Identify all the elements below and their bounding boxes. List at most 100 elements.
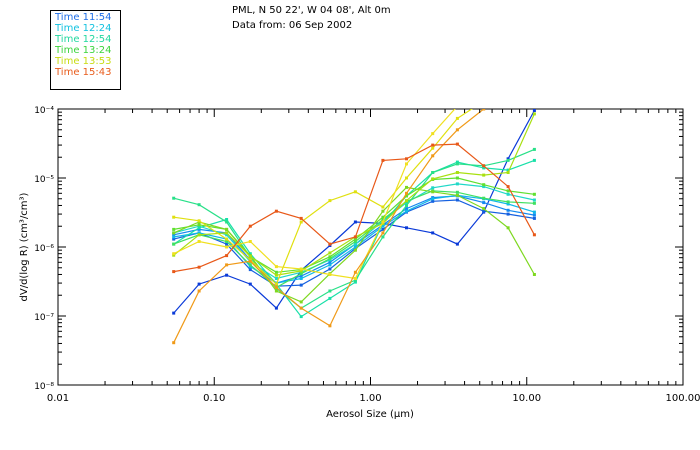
data-point: [405, 194, 408, 198]
data-point: [172, 231, 176, 235]
data-point: [532, 158, 536, 162]
legend-item-3: Time 12:54: [55, 34, 112, 45]
data-point: [328, 296, 332, 300]
data-point: [274, 209, 278, 213]
data-point: [431, 143, 435, 147]
data-point: [455, 242, 459, 246]
data-point: [431, 197, 435, 201]
data-point: [353, 270, 357, 274]
data-point: [197, 231, 201, 235]
data-point: [274, 277, 278, 280]
data-point: [299, 216, 303, 220]
legend-item-4: Time 13:24: [55, 45, 112, 56]
data-point: [274, 289, 278, 293]
data-point: [248, 259, 252, 263]
data-point: [197, 240, 201, 243]
data-point: [328, 257, 332, 261]
data-point: [172, 196, 176, 200]
data-point: [248, 265, 252, 269]
data-point: [299, 269, 303, 273]
data-point: [455, 190, 459, 194]
data-point: [328, 242, 332, 246]
data-point: [248, 254, 252, 258]
data-point: [172, 252, 176, 256]
data-point: [506, 200, 510, 204]
y-tick-label: 10⁻⁷: [34, 313, 54, 323]
data-point: [353, 245, 357, 249]
data-point: [405, 209, 408, 213]
data-point: [405, 191, 408, 195]
y-axis-label: dV/d(log R) (cm³/cm³): [19, 192, 30, 301]
data-point: [482, 166, 486, 170]
data-point: [506, 226, 510, 230]
data-date: Data from: 06 Sep 2002: [232, 20, 353, 31]
data-point: [328, 273, 332, 276]
data-point: [225, 245, 229, 249]
data-point: [274, 306, 278, 310]
x-tick-label: 100.00: [666, 393, 700, 404]
data-point: [172, 341, 176, 345]
data-point: [248, 252, 252, 256]
data-point: [225, 220, 229, 224]
data-point: [328, 263, 332, 267]
data-point: [482, 109, 486, 111]
data-point: [482, 97, 485, 100]
data-point: [455, 160, 459, 164]
y-tick-label: 10⁻⁶: [34, 244, 54, 254]
data-point: [431, 154, 435, 158]
data-point: [197, 265, 201, 269]
data-point: [482, 183, 486, 187]
data-point: [197, 227, 201, 231]
data-point: [431, 186, 435, 190]
data-point: [274, 270, 278, 274]
data-point: [225, 233, 229, 237]
data-point: [353, 278, 357, 282]
data-point: [274, 282, 278, 286]
data-point: [299, 277, 303, 280]
data-point: [431, 177, 435, 181]
data-point: [328, 324, 332, 328]
data-point: [197, 282, 201, 286]
data-point: [405, 226, 408, 230]
data-point: [274, 285, 278, 289]
data-point: [431, 171, 435, 174]
data-point: [328, 260, 332, 264]
data-point: [225, 242, 229, 246]
series-line-15: [173, 143, 535, 273]
data-point: [274, 273, 278, 277]
data-point: [532, 213, 536, 217]
data-point: [172, 253, 176, 257]
x-tick-label: 1.00: [359, 393, 381, 404]
data-point: [455, 128, 459, 132]
data-point: [328, 199, 332, 203]
data-point: [456, 105, 459, 108]
data-point: [431, 190, 435, 194]
data-point: [405, 157, 408, 161]
data-point: [299, 267, 303, 271]
data-point: [506, 192, 510, 196]
data-point: [455, 142, 459, 146]
data-point: [431, 146, 435, 150]
data-point: [532, 109, 536, 112]
data-point: [506, 157, 510, 161]
data-point: [225, 227, 229, 231]
data-point: [482, 209, 486, 213]
data-point: [225, 254, 229, 258]
data-point: [532, 112, 536, 116]
data-point: [299, 315, 303, 319]
legend-item-1: Time 11:54: [55, 12, 112, 23]
data-point: [506, 212, 510, 216]
data-point: [431, 231, 435, 235]
data-point: [299, 274, 303, 278]
data-point: [353, 237, 357, 241]
data-point: [299, 306, 303, 310]
data-point: [381, 218, 385, 221]
station-title: PML, N 50 22', W 04 08', Alt 0m: [232, 5, 391, 16]
data-point: [225, 273, 229, 277]
data-point: [225, 231, 229, 235]
data-point: [381, 205, 385, 209]
data-point: [506, 189, 510, 193]
data-point: [172, 237, 176, 241]
legend-item-2: Time 12:24: [55, 23, 112, 34]
